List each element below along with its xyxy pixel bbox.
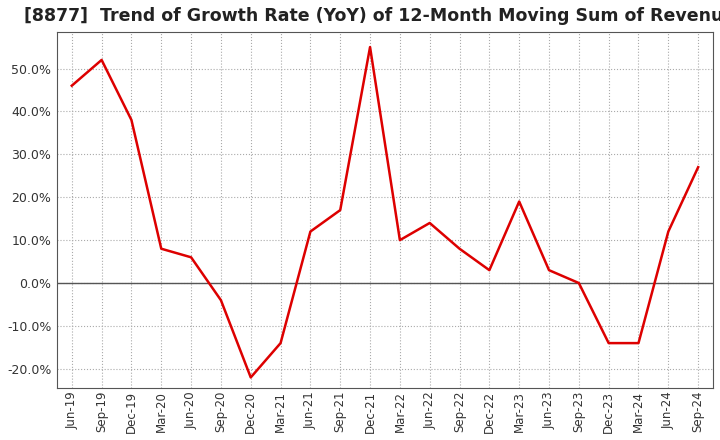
Title: [8877]  Trend of Growth Rate (YoY) of 12-Month Moving Sum of Revenues: [8877] Trend of Growth Rate (YoY) of 12-…	[24, 7, 720, 25]
